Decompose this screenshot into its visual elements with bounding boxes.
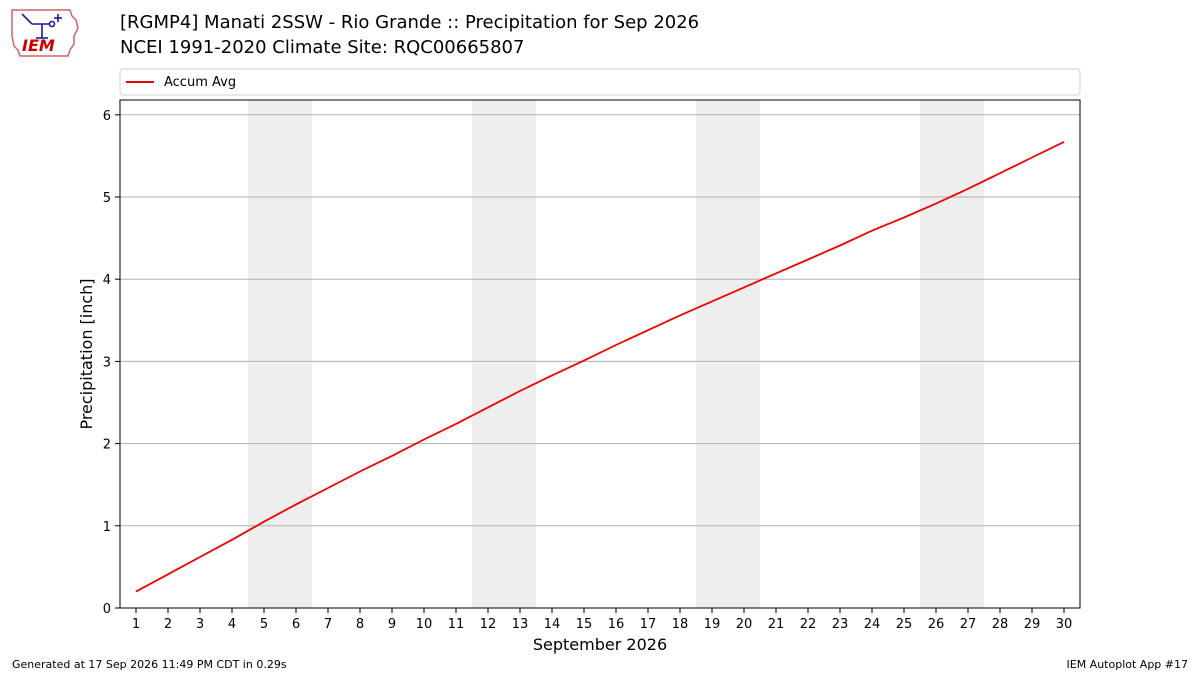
data-point-19 bbox=[710, 299, 715, 304]
x-tick-label-7: 7 bbox=[324, 617, 332, 632]
data-point-27 bbox=[966, 186, 971, 191]
y-tick-label-0: 0 bbox=[103, 602, 111, 617]
x-tick-label-21: 21 bbox=[768, 617, 785, 632]
data-point-1 bbox=[134, 589, 139, 594]
data-point-17 bbox=[646, 328, 651, 333]
weekend-band-2 bbox=[472, 100, 536, 608]
data-point-14 bbox=[550, 373, 555, 378]
x-tick-label-11: 11 bbox=[448, 617, 465, 632]
data-point-16 bbox=[614, 342, 619, 347]
series-lines bbox=[134, 139, 1067, 594]
data-point-20 bbox=[742, 285, 747, 290]
y-axis-label: Precipitation [inch] bbox=[77, 278, 96, 429]
grid-lines bbox=[120, 114, 1080, 527]
legend: Accum Avg bbox=[119, 68, 1081, 96]
x-tick-label-8: 8 bbox=[356, 617, 364, 632]
weekend-shading bbox=[248, 100, 984, 608]
x-tick-label-4: 4 bbox=[228, 617, 236, 632]
plot-frame bbox=[119, 99, 1081, 609]
chart-title: [RGMP4] Manati 2SSW - Rio Grande :: Prec… bbox=[120, 12, 700, 33]
data-point-29 bbox=[1030, 155, 1035, 160]
data-point-4 bbox=[230, 537, 235, 542]
data-point-10 bbox=[422, 437, 427, 442]
x-tick-label-17: 17 bbox=[640, 617, 657, 632]
iowa-outline-icon bbox=[11, 9, 79, 57]
y-tick-label-3: 3 bbox=[103, 355, 111, 370]
footer-generated: Generated at 17 Sep 2026 11:49 PM CDT in… bbox=[12, 658, 287, 671]
weekend-band-1 bbox=[248, 100, 312, 608]
data-point-28 bbox=[998, 171, 1003, 176]
weekend-band-4 bbox=[920, 100, 984, 608]
y-axis: 0 1 2 3 4 5 6 bbox=[103, 109, 120, 617]
chart-subtitle: NCEI 1991-2020 Climate Site: RQC00665807 bbox=[120, 37, 525, 58]
data-point-3 bbox=[198, 555, 203, 560]
data-point-22 bbox=[806, 257, 811, 262]
y-tick-label-1: 1 bbox=[103, 520, 111, 535]
iem-logo: IEM bbox=[11, 9, 79, 57]
x-tick-label-23: 23 bbox=[832, 617, 849, 632]
x-tick-label-12: 12 bbox=[480, 617, 497, 632]
y-tick-label-5: 5 bbox=[103, 191, 111, 206]
x-axis-label: September 2026 bbox=[533, 635, 667, 654]
x-tick-label-10: 10 bbox=[416, 617, 433, 632]
data-point-26 bbox=[934, 201, 939, 206]
x-tick-label-13: 13 bbox=[512, 617, 529, 632]
x-tick-label-9: 9 bbox=[388, 617, 396, 632]
x-tick-label-16: 16 bbox=[608, 617, 625, 632]
x-tick-label-15: 15 bbox=[576, 617, 593, 632]
data-point-7 bbox=[326, 485, 331, 490]
legend-box bbox=[119, 68, 1081, 96]
data-point-13 bbox=[518, 388, 523, 393]
footer-app-id: IEM Autoplot App #17 bbox=[1066, 658, 1189, 671]
data-point-21 bbox=[774, 271, 779, 276]
x-tick-label-30: 30 bbox=[1056, 617, 1073, 632]
data-point-15 bbox=[582, 358, 587, 363]
x-tick-label-2: 2 bbox=[164, 617, 172, 632]
x-tick-label-20: 20 bbox=[736, 617, 753, 632]
weekend-band-3 bbox=[696, 100, 760, 608]
x-tick-label-3: 3 bbox=[196, 617, 204, 632]
data-point-11 bbox=[454, 421, 459, 426]
data-point-24 bbox=[870, 228, 875, 233]
series-line-1 bbox=[135, 141, 1065, 593]
x-tick-label-25: 25 bbox=[896, 617, 913, 632]
x-tick-label-28: 28 bbox=[992, 617, 1009, 632]
data-point-2 bbox=[166, 572, 171, 577]
data-point-6 bbox=[294, 502, 299, 507]
x-tick-label-27: 27 bbox=[960, 617, 977, 632]
data-point-12 bbox=[486, 405, 491, 410]
x-tick-label-26: 26 bbox=[928, 617, 945, 632]
x-axis: 1 2 3 4 5 6 7 8 9 10 11 12 13 14 15 16 17 18 19 20 21 22 23 24 2… bbox=[132, 608, 1072, 632]
data-point-25 bbox=[902, 215, 907, 220]
x-tick-label-18: 18 bbox=[672, 617, 689, 632]
data-point-9 bbox=[390, 453, 395, 458]
x-tick-label-14: 14 bbox=[544, 617, 561, 632]
y-tick-label-6: 6 bbox=[103, 109, 111, 124]
x-tick-label-6: 6 bbox=[292, 617, 300, 632]
y-tick-label-2: 2 bbox=[103, 438, 111, 453]
data-point-30 bbox=[1062, 139, 1067, 144]
y-tick-label-4: 4 bbox=[103, 273, 111, 288]
x-tick-label-5: 5 bbox=[260, 617, 268, 632]
data-point-23 bbox=[838, 243, 843, 248]
logo-text: IEM bbox=[22, 36, 55, 55]
data-point-18 bbox=[678, 313, 683, 318]
data-point-5 bbox=[262, 519, 267, 524]
weather-station-icon bbox=[21, 13, 62, 39]
x-tick-label-22: 22 bbox=[800, 617, 817, 632]
x-tick-label-1: 1 bbox=[132, 617, 140, 632]
x-tick-label-29: 29 bbox=[1024, 617, 1041, 632]
x-tick-label-19: 19 bbox=[704, 617, 721, 632]
legend-label-1: Accum Avg bbox=[164, 75, 236, 90]
x-tick-label-24: 24 bbox=[864, 617, 881, 632]
data-point-8 bbox=[358, 469, 363, 474]
